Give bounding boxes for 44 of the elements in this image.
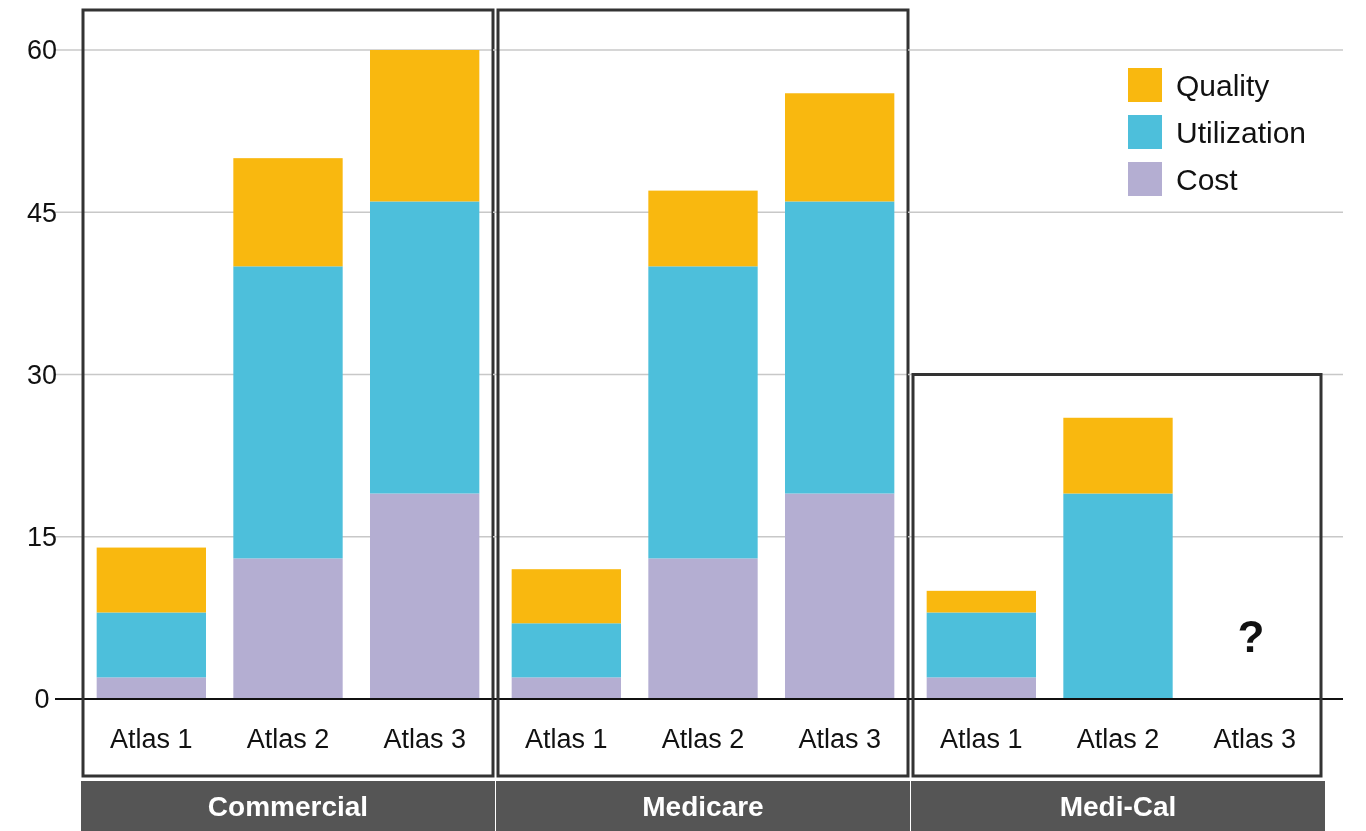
x-tick-label: Atlas 1	[110, 724, 193, 754]
bar	[233, 558, 343, 699]
x-tick-label: Atlas 3	[798, 724, 881, 754]
bar	[648, 558, 758, 699]
y-tick-label: 30	[26, 359, 58, 390]
bar	[96, 677, 206, 699]
bar	[648, 266, 758, 559]
bar	[785, 201, 895, 494]
x-tick-label: Atlas 2	[246, 724, 330, 754]
bar	[648, 190, 758, 267]
legend-label: Cost	[1176, 162, 1239, 196]
bar	[370, 50, 480, 202]
y-tick-label: 45	[26, 197, 58, 228]
bar	[370, 201, 480, 494]
bar	[233, 158, 343, 267]
bar	[926, 590, 1036, 613]
y-tick-label: 15	[26, 522, 58, 553]
bar	[511, 677, 621, 699]
x-tick-label: Atlas 3	[1213, 724, 1296, 754]
bar	[785, 493, 895, 699]
bar	[96, 612, 206, 678]
bar	[1063, 493, 1173, 699]
x-tick-label: Atlas 1	[940, 724, 1023, 754]
x-axis-title: Commercial	[207, 790, 369, 822]
bar	[1063, 417, 1173, 494]
x-axis-title: Medicare	[642, 790, 764, 822]
bar	[370, 493, 480, 699]
bar	[511, 569, 621, 624]
x-tick-label: Atlas 1	[525, 724, 608, 754]
x-tick-label: Atlas 2	[661, 724, 745, 754]
y-tick-label: 60	[26, 35, 58, 66]
bar	[511, 623, 621, 678]
annotation: ?	[1237, 612, 1265, 662]
bar	[926, 612, 1036, 678]
bar	[233, 266, 343, 559]
x-tick-label: Atlas 2	[1076, 724, 1160, 754]
x-axis-title: Medi-Cal	[1059, 790, 1177, 822]
legend-label: Quality	[1176, 68, 1270, 102]
bar	[96, 547, 206, 613]
y-tick-label: 0	[34, 684, 50, 715]
x-tick-label: Atlas 3	[383, 724, 466, 754]
bar	[785, 93, 895, 202]
legend-label: Utilization	[1176, 115, 1307, 149]
bar	[926, 677, 1036, 699]
